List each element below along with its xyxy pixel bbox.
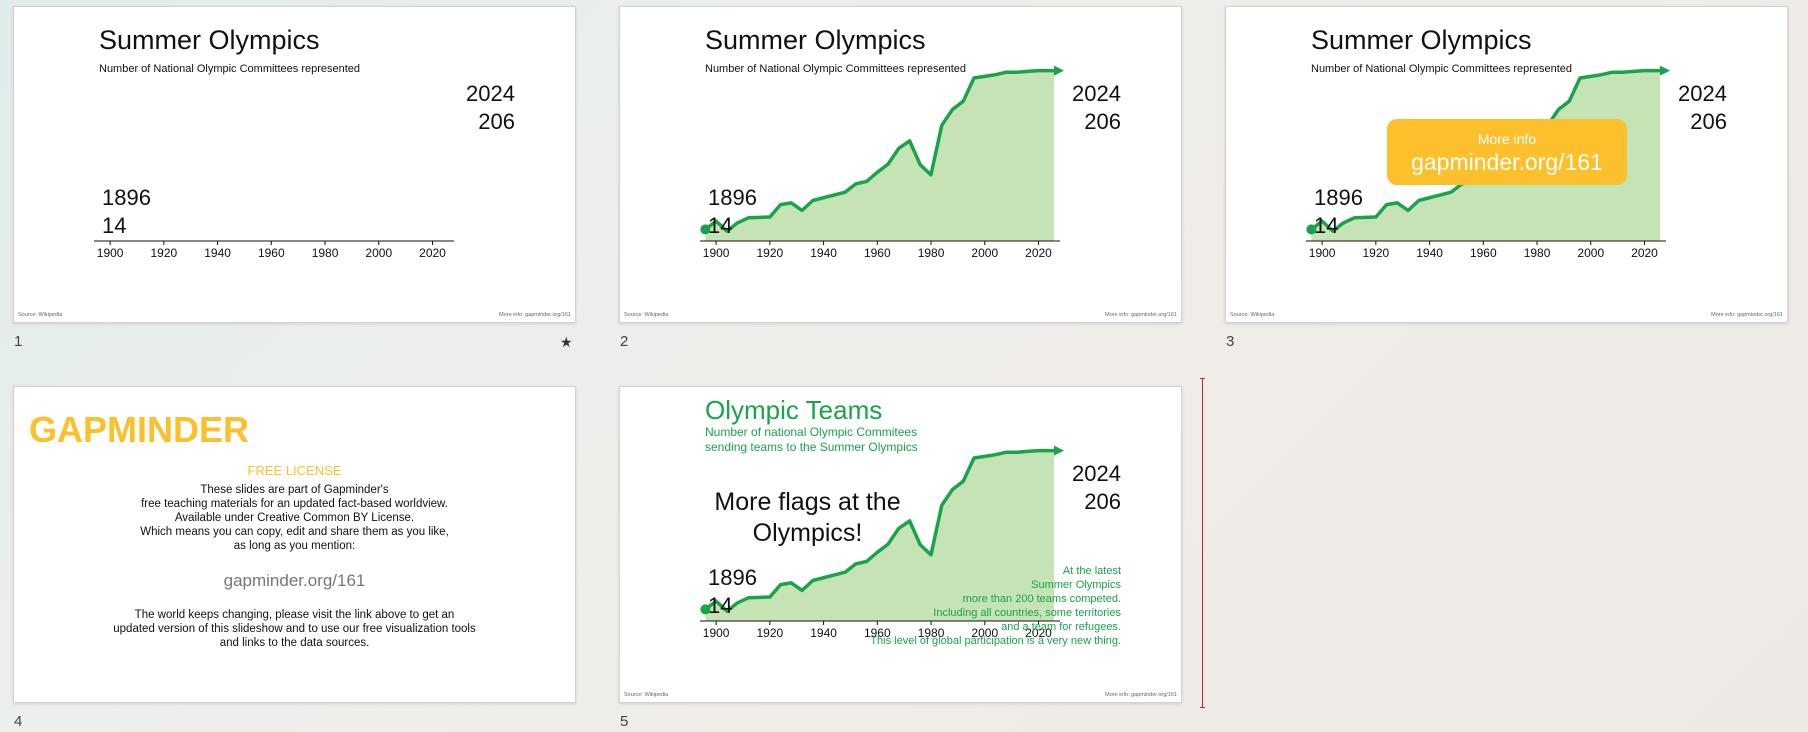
x-tick-label: 1920 (756, 626, 783, 640)
series-arrow (1054, 65, 1064, 76)
end-label: 2024 206 (1072, 81, 1121, 134)
slide-number-5: 5 (620, 713, 629, 730)
x-tick-label: 1900 (703, 626, 730, 640)
x-tick-label: 2020 (1631, 246, 1658, 260)
free-license-heading: FREE LICENSE (247, 463, 342, 478)
x-tick-label: 1920 (756, 246, 783, 260)
slide-number-3: 3 (1226, 333, 1235, 350)
end-label: 2024 206 (1072, 461, 1121, 514)
gapminder-link: gapminder.org/161 (223, 571, 366, 590)
star-icon: ★ (560, 334, 573, 350)
more-info-note: More info: gapminder.org/161 (499, 312, 571, 318)
x-tick-label: 2000 (365, 246, 392, 260)
chart-subtitle: Number of National Olympic Committees re… (705, 63, 967, 75)
chart-area (705, 70, 1054, 241)
start-label: 1896 14 (102, 185, 151, 238)
slide-title: Olympic Teams (705, 395, 883, 425)
slide-thumbnail-2[interactable]: 1900 1920 1940 1960 1980 2000 2020 Summer Olym… (619, 6, 1182, 323)
x-tick-label: 1900 (97, 246, 124, 260)
chart: 1900 1920 1940 1960 1980 2000 2020 (700, 65, 1064, 260)
more-info-note: More info: gapminder.org/161 (1105, 692, 1177, 698)
insertion-marker (1202, 378, 1203, 708)
more-info-note: More info: gapminder.org/161 (1105, 312, 1177, 318)
x-tick-label: 1960 (1470, 246, 1497, 260)
x-tick-label: 1960 (864, 246, 891, 260)
x-tick-label: 1920 (150, 246, 177, 260)
slide-number-4: 4 (14, 713, 23, 730)
chart-area (705, 450, 1054, 621)
start-label: 1896 14 (708, 565, 757, 618)
series-line (704, 448, 1054, 613)
chart: 1900 1920 1940 1960 1980 2000 2020 (94, 240, 454, 260)
svg-text:GAPMINDER: GAPMINDER (29, 409, 249, 449)
insertion-marker-bottom (1200, 707, 1205, 708)
x-tick-label: 1920 (1362, 246, 1389, 260)
source-note: Source: Wikipedia (624, 692, 669, 698)
series-arrow (1054, 445, 1064, 456)
x-tick-label: 1980 (918, 246, 945, 260)
x-tick-label: 1940 (204, 246, 231, 260)
x-tick-label: 1960 (864, 626, 891, 640)
update-text: The world keeps changing, please visit t… (113, 609, 476, 649)
more-info-box: More info gapminder.org/161 (1387, 119, 1627, 185)
annotation-note: At the latest Summer Olympics more than … (870, 565, 1121, 647)
x-tick-label: 2020 (419, 246, 446, 260)
slide-thumbnail-4[interactable]: GAPMINDER FREE LICENSE These slides are … (13, 386, 576, 703)
x-tick-label: 1900 (703, 246, 730, 260)
info-box-link: gapminder.org/161 (1411, 149, 1603, 175)
source-note: Source: Wikipedia (1230, 312, 1275, 318)
slide-number-1: 1 (14, 333, 23, 350)
chart-title: Summer Olympics (1311, 25, 1532, 55)
x-tick-label: 2020 (1025, 626, 1052, 640)
x-tick-label: 1980 (1524, 246, 1551, 260)
x-tick-label: 1940 (810, 246, 837, 260)
start-point (1306, 224, 1317, 235)
start-point (700, 604, 711, 615)
source-note: Source: Wikipedia (18, 312, 63, 318)
chart-title: Summer Olympics (99, 25, 320, 55)
end-label: 2024 206 (466, 81, 515, 134)
x-tick-label: 1980 (312, 246, 339, 260)
slide-thumbnail-5[interactable]: 1900 1920 1940 1960 1980 2000 2020 Olympic Tea… (619, 386, 1182, 703)
slide-thumbnail-3[interactable]: 1900 1920 1940 1960 1980 2000 2020 Summer Olym… (1225, 6, 1788, 323)
chart-subtitle: Number of National Olympic Committees re… (99, 63, 361, 75)
x-tick-label: 1940 (1416, 246, 1443, 260)
slide-number-2: 2 (620, 333, 629, 350)
x-tick-label: 2000 (971, 246, 998, 260)
chart: 1900 1920 1940 1960 1980 2000 2020 (700, 445, 1064, 640)
start-label: 1896 14 (1314, 185, 1363, 238)
start-point (700, 224, 711, 235)
start-label: 1896 14 (708, 185, 757, 238)
series-arrow (1660, 65, 1670, 76)
end-label: 2024 206 (1678, 81, 1727, 134)
x-tick-label: 1960 (258, 246, 285, 260)
slide-thumbnail-1[interactable]: 1900 1920 1940 1960 1980 2000 2020 Summer Olym… (13, 6, 576, 323)
x-tick-label: 2000 (971, 626, 998, 640)
x-tick-label: 2000 (1577, 246, 1604, 260)
series-line (704, 68, 1054, 233)
chart-title: Summer Olympics (705, 25, 926, 55)
callout-text: More flags at the Olympics! (714, 488, 901, 547)
x-tick-label: 1980 (918, 626, 945, 640)
x-tick-label: 1900 (1309, 246, 1336, 260)
license-text: These slides are part of Gapminder's fre… (140, 484, 449, 552)
chart-area (1311, 70, 1660, 241)
slide-subtitle: Number of national Olympic Commitees sen… (705, 425, 918, 454)
info-box-caption: More info (1477, 131, 1537, 147)
insertion-marker-top (1200, 378, 1205, 379)
x-tick-label: 1940 (810, 626, 837, 640)
chart-subtitle: Number of National Olympic Committees re… (1311, 63, 1573, 75)
more-info-note: More info: gapminder.org/161 (1711, 312, 1783, 318)
source-note: Source: Wikipedia (624, 312, 669, 318)
x-tick-label: 2020 (1025, 246, 1052, 260)
